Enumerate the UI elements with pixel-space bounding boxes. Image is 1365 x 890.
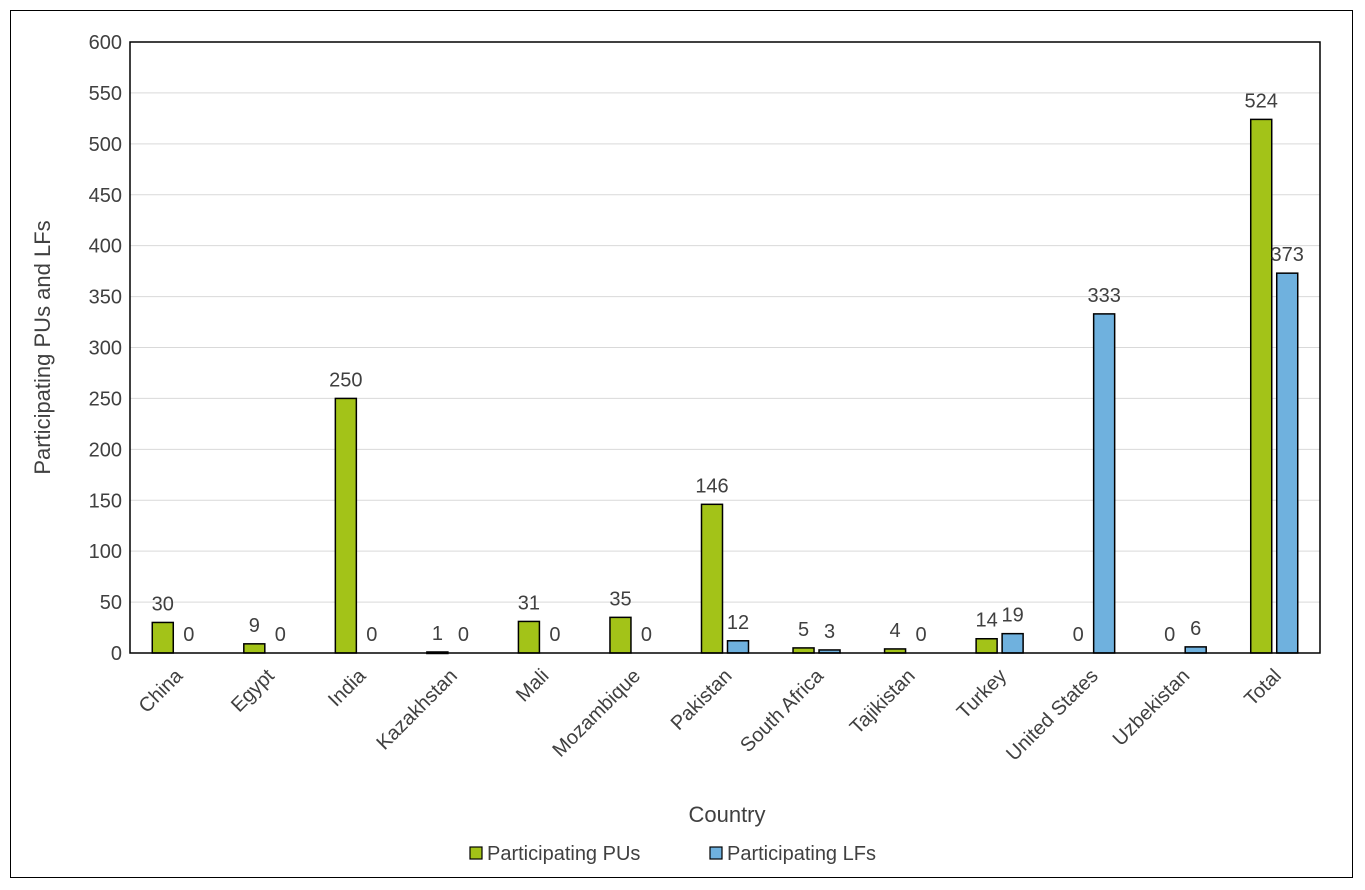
data-label: 3: [824, 621, 835, 643]
x-tick-label: China: [135, 664, 188, 717]
data-label: 0: [916, 624, 927, 646]
y-tick-label: 350: [89, 287, 122, 309]
data-label: 333: [1087, 285, 1120, 307]
bar-participating-lfs: [1092, 313, 1116, 654]
y-tick-label: 500: [89, 134, 122, 156]
bar-participating-pus: [1249, 118, 1273, 654]
data-label: 0: [549, 624, 560, 646]
plot-area-border: [129, 41, 1321, 654]
data-label: 30: [152, 593, 174, 615]
gridlines: [130, 92, 1320, 603]
legend-label: Participating PUs: [487, 843, 640, 865]
data-label: 14: [975, 610, 997, 632]
x-tick-label: Tajikistan: [846, 665, 920, 739]
x-tick-label: Mozambique: [548, 665, 645, 762]
bar-participating-lfs: [1001, 632, 1024, 654]
x-tick-label: Egypt: [227, 665, 279, 717]
x-tick-label: Pakistan: [667, 665, 737, 735]
data-label: 0: [183, 624, 194, 646]
y-axis-tick-labels: 0 50 100 150 200 250 300 350 400 450 500 550 600: [89, 32, 122, 665]
data-label: 1: [432, 623, 443, 645]
data-label: 9: [249, 615, 260, 637]
data-label: 35: [609, 588, 631, 610]
x-tick-label: Mali: [512, 665, 553, 706]
bar-participating-pus: [609, 616, 632, 654]
bar-participating-pus: [792, 647, 815, 654]
x-tick-label: Turkey: [953, 665, 1011, 723]
data-label: 4: [890, 620, 901, 642]
legend-label: Participating LFs: [727, 843, 876, 865]
y-tick-label: 250: [89, 388, 122, 410]
y-tick-label: 300: [89, 338, 122, 360]
data-label: 12: [727, 612, 749, 634]
x-tick-label: Kazakhstan: [372, 665, 461, 754]
y-tick-label: 100: [89, 541, 122, 563]
x-tick-label: United States: [1002, 665, 1102, 765]
chart-frame: [10, 10, 1353, 878]
x-tick-label: Total: [1240, 665, 1285, 710]
x-axis-title: Country: [688, 802, 765, 827]
data-label: 0: [366, 624, 377, 646]
data-label: 0: [1164, 624, 1175, 646]
x-tick-label: India: [324, 664, 371, 711]
y-tick-label: 450: [89, 185, 122, 207]
y-tick-label: 400: [89, 236, 122, 258]
y-axis-title: Participating PUs and LFs: [30, 220, 55, 474]
bar-participating-lfs: [1184, 646, 1207, 654]
data-label: 0: [275, 624, 286, 646]
y-tick-label: 600: [89, 32, 122, 54]
data-label: 373: [1271, 244, 1304, 266]
y-tick-label: 150: [89, 490, 122, 512]
bar-participating-lfs: [726, 640, 750, 654]
legend: Participating PUs Participating LFs: [469, 843, 876, 865]
data-label: 0: [458, 624, 469, 646]
bars: [151, 118, 1299, 655]
legend-swatch: [469, 846, 483, 860]
data-label: 0: [1073, 624, 1084, 646]
bar-participating-pus: [151, 621, 175, 654]
bar-participating-pus: [243, 643, 266, 654]
y-tick-label: 550: [89, 83, 122, 105]
bar-participating-pus: [517, 620, 541, 654]
x-tick-label: Uzbekistan: [1109, 665, 1195, 751]
y-tick-label: 50: [100, 592, 122, 614]
data-label: 5: [798, 619, 809, 641]
data-label: 6: [1190, 618, 1201, 640]
bar-participating-pus: [700, 503, 724, 654]
bar-participating-lfs: [1275, 272, 1299, 654]
data-label: 250: [329, 369, 362, 391]
y-tick-label: 0: [111, 643, 122, 665]
data-label: 524: [1245, 90, 1278, 112]
y-tick-label: 200: [89, 439, 122, 461]
data-label: 0: [641, 624, 652, 646]
data-label: 19: [1001, 605, 1023, 627]
data-label: 146: [695, 475, 728, 497]
legend-swatch: [709, 846, 723, 860]
bar-participating-pus: [334, 397, 358, 654]
data-label: 31: [518, 592, 540, 614]
bar-participating-pus: [975, 637, 998, 654]
x-tick-label: South Africa: [736, 664, 828, 756]
